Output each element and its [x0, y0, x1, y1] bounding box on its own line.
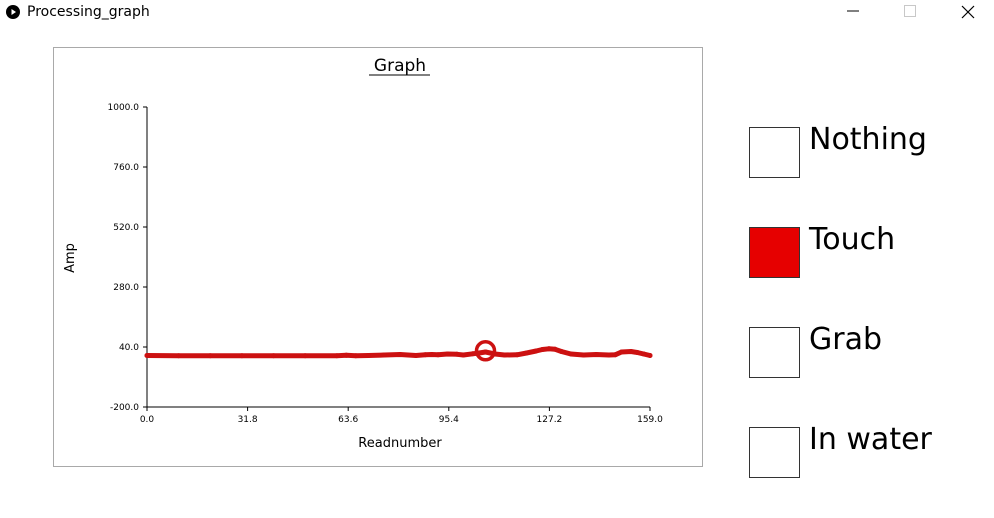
state-grab: Grab: [749, 327, 989, 379]
window-title: Processing_graph: [27, 4, 150, 20]
state-label: In water: [809, 422, 932, 457]
data-point: [436, 352, 441, 357]
data-point: [239, 353, 244, 358]
y-tick-label: -200.0: [110, 403, 139, 413]
title-bar: Processing_graph: [0, 0, 994, 26]
chart: Graph 1000.0 760.0 520.0 280.0 40.0 -200.0 0.…: [54, 48, 704, 468]
data-point: [208, 353, 213, 358]
graph-panel: Graph 1000.0 760.0 520.0 280.0 40.0 -200.0 0.…: [53, 47, 703, 467]
x-tick-label: 0.0: [140, 415, 155, 425]
data-point: [619, 350, 624, 355]
data-point: [366, 353, 371, 358]
data-point: [145, 353, 150, 358]
y-tick-label: 40.0: [119, 343, 139, 353]
y-axis-label: Amp: [63, 243, 78, 273]
state-indicator: [749, 327, 800, 378]
data-point: [559, 349, 564, 354]
state-in-water: In water: [749, 427, 989, 479]
data-point: [629, 349, 634, 354]
data-point: [344, 353, 349, 358]
data-point: [271, 353, 276, 358]
y-ticks: 1000.0 760.0 520.0 280.0 40.0 -200.0: [108, 103, 148, 413]
data-point: [382, 353, 387, 358]
data-point: [470, 351, 475, 356]
x-tick-label: 63.6: [338, 415, 358, 425]
x-ticks: 0.0 31.8 63.6 95.4 127.2 159.0: [140, 407, 663, 425]
chart-title: Graph: [374, 56, 426, 76]
data-point: [461, 353, 466, 358]
data-point: [540, 347, 545, 352]
y-tick-label: 520.0: [113, 223, 139, 233]
state-nothing: Nothing: [749, 127, 989, 179]
state-indicator: [749, 127, 800, 178]
x-axis-label: Readnumber: [358, 436, 442, 451]
data-point: [483, 350, 488, 355]
data-point: [534, 349, 539, 354]
data-point: [455, 352, 460, 357]
data-point: [613, 352, 618, 357]
minimize-icon[interactable]: [831, 0, 875, 26]
data-point: [568, 352, 573, 357]
y-tick-label: 760.0: [113, 163, 139, 173]
close-icon[interactable]: [946, 0, 990, 26]
data-point: [641, 352, 646, 357]
data-point: [546, 346, 551, 351]
data-point: [648, 353, 653, 358]
state-touch: Touch: [749, 227, 989, 279]
data-point: [553, 347, 558, 352]
maximize-icon[interactable]: [886, 0, 930, 26]
data-point: [606, 353, 611, 358]
state-indicator: [749, 427, 800, 478]
state-label: Grab: [809, 322, 882, 357]
data-point: [398, 352, 403, 357]
x-tick-label: 127.2: [537, 415, 563, 425]
y-tick-label: 1000.0: [108, 103, 140, 113]
state-label: Nothing: [809, 122, 927, 157]
data-point: [515, 352, 520, 357]
x-tick-label: 95.4: [439, 415, 459, 425]
data-point: [594, 352, 599, 357]
play-circle-icon: [6, 5, 20, 19]
data-point: [429, 352, 434, 357]
data-point: [502, 353, 507, 358]
state-indicator: [749, 227, 800, 278]
state-label: Touch: [809, 222, 895, 257]
data-point: [353, 353, 358, 358]
data-point: [524, 351, 529, 356]
x-tick-label: 31.8: [238, 415, 258, 425]
data-point: [445, 352, 450, 357]
y-tick-label: 280.0: [113, 283, 139, 293]
data-point: [176, 353, 181, 358]
data-point: [581, 353, 586, 358]
x-tick-label: 159.0: [637, 415, 663, 425]
data-point: [303, 353, 308, 358]
data-point: [413, 353, 418, 358]
data-point: [423, 352, 428, 357]
data-point: [635, 350, 640, 355]
data-point: [334, 353, 339, 358]
data-series: [145, 342, 653, 360]
